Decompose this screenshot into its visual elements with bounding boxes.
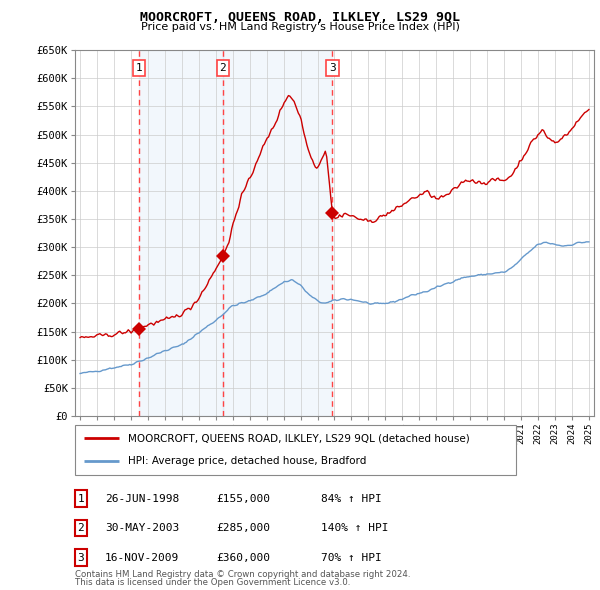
Text: This data is licensed under the Open Government Licence v3.0.: This data is licensed under the Open Gov… xyxy=(75,578,350,587)
Text: MOORCROFT, QUEENS ROAD, ILKLEY, LS29 9QL: MOORCROFT, QUEENS ROAD, ILKLEY, LS29 9QL xyxy=(140,11,460,24)
Text: 1: 1 xyxy=(136,63,142,73)
Text: 2: 2 xyxy=(77,523,85,533)
Text: 2: 2 xyxy=(220,63,226,73)
Text: 3: 3 xyxy=(329,63,336,73)
Text: 30-MAY-2003: 30-MAY-2003 xyxy=(105,523,179,533)
Bar xyxy=(139,50,223,416)
Text: MOORCROFT, QUEENS ROAD, ILKLEY, LS29 9QL (detached house): MOORCROFT, QUEENS ROAD, ILKLEY, LS29 9QL… xyxy=(128,433,470,443)
Text: 16-NOV-2009: 16-NOV-2009 xyxy=(105,553,179,562)
Text: Contains HM Land Registry data © Crown copyright and database right 2024.: Contains HM Land Registry data © Crown c… xyxy=(75,571,410,579)
Text: 140% ↑ HPI: 140% ↑ HPI xyxy=(321,523,389,533)
Text: 3: 3 xyxy=(77,553,85,562)
Bar xyxy=(223,50,332,416)
Text: £285,000: £285,000 xyxy=(216,523,270,533)
Text: Price paid vs. HM Land Registry's House Price Index (HPI): Price paid vs. HM Land Registry's House … xyxy=(140,22,460,32)
Text: 1: 1 xyxy=(77,494,85,503)
Text: 26-JUN-1998: 26-JUN-1998 xyxy=(105,494,179,503)
Text: £360,000: £360,000 xyxy=(216,553,270,562)
Text: 70% ↑ HPI: 70% ↑ HPI xyxy=(321,553,382,562)
Text: 84% ↑ HPI: 84% ↑ HPI xyxy=(321,494,382,503)
Text: £155,000: £155,000 xyxy=(216,494,270,503)
FancyBboxPatch shape xyxy=(75,425,516,475)
Text: HPI: Average price, detached house, Bradford: HPI: Average price, detached house, Brad… xyxy=(128,457,366,467)
